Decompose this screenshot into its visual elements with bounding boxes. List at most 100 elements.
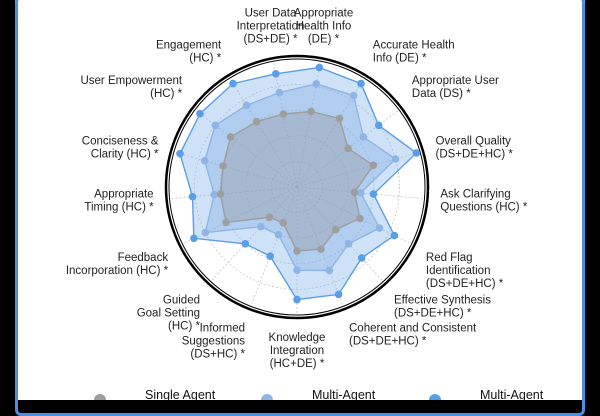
axis-label-line: (DS+DE+HC) * [426,278,504,290]
series-1-point [265,213,274,222]
axis-label-line: Health Info [296,21,352,33]
series-3-point [334,290,343,299]
series-1-point [252,117,261,126]
axis-label-line: Red Flag [426,252,473,264]
grid-spoke [296,61,321,188]
series-1-point [350,188,359,197]
axis-label-line: Conciseness & [82,136,159,148]
axis-label: Engagement (HC) * [156,40,222,65]
grid-spoke [182,186,298,245]
axis-label-line: (DS+DE+HC) * [349,335,427,347]
axis-label-line: Feedback [118,252,169,264]
axis-label: Red Flag Identification (DS+DE+HC) * [426,252,504,290]
axis-label-line: Appropriate [294,8,353,20]
grid-ring-4 [194,84,400,290]
axis-label: Feedback Incorporation (HC) * [66,252,169,277]
series-3-point [272,70,280,78]
axis-label-line: Informed [200,322,245,334]
series-3-point [357,254,366,262]
axis-label-line: User Empowerment [80,75,182,87]
series-3-point [229,79,237,88]
axis-label-line: Interpretation [237,21,305,33]
axis-label: Ask Clarifying Questions (HC) * [440,188,527,213]
axis-label: Coherent and Consistent (DS+DE+HC) * [349,322,477,347]
legend-marker-1 [94,394,106,400]
axis-label: User Empowerment (HC) * [80,75,182,100]
series-3-point [412,149,421,157]
axis-label-line: Overall Quality [436,136,512,148]
axis-label-line: Engagement [156,40,222,52]
series-3-point [190,234,198,243]
axis-label: Overall Quality (DS+DE+HC) * [436,136,514,161]
series-2-point [312,80,321,88]
axis-label: Informed Suggestions (DS+HC) * [182,322,246,360]
axis-label-line: Knowledge [269,332,326,344]
axis-label-line: (HC) * [189,53,221,65]
series-3-point [357,79,365,88]
axis-label-line: Suggestions [182,335,246,347]
axis-label-line: (DS+HC) * [190,348,245,360]
axis-label-line: (HC+DE) * [270,358,325,370]
series-3-point [369,190,378,198]
grid-spoke [194,109,298,188]
legend-label-3: Multi-Agent [480,388,544,400]
series-2-point [257,222,265,231]
legend-label-1: Single Agent [145,388,216,400]
axis-label-line: (DS+DE+HC) * [436,149,514,161]
series-3-point [188,192,197,201]
series-1-point [222,218,230,227]
axis-label-line: Coherent and Consistent [349,322,477,334]
series-2-point [210,190,218,199]
series-3-point [176,149,184,158]
grid-ring-1 [271,161,323,213]
axis-label-line: Timing (HC) * [84,201,154,213]
axis-label-line: (HC) * [168,320,200,332]
axis-label-line: Info (DE) * [373,53,427,65]
legend-label-2: Multi-Agent [312,388,376,400]
axis-label-line: Appropriate User [412,75,499,87]
series-2-point [275,88,284,97]
axis-label: Appropriate Health Info (DE) * [294,8,353,46]
series-3-point [293,295,301,304]
grid-spoke [250,186,298,307]
series-2-point [201,228,210,237]
axis-label-line: Identification [426,265,491,277]
axis-label-line: Effective Synthesis [394,294,491,306]
series-3-point [390,231,399,240]
axis-label-line: Accurate Health [373,40,455,52]
axis-label: Conciseness & Clarity (HC) * [82,136,159,161]
grid-spoke [296,186,412,245]
grid-spoke [169,186,298,200]
series-2-point [375,224,384,232]
series-3-point [196,109,204,118]
radar-chart: Appropriate Health Info (DE) * Accurate Hea… [66,8,544,400]
chart-card: Appropriate Health Info (DE) * Accurate Hea… [15,0,585,400]
axis-label-line: User Data [245,8,297,20]
series-2-point [391,155,400,163]
series-2-point [242,101,251,110]
outer-frame [164,54,430,320]
legend-marker-3 [429,394,441,400]
series-2-point [349,91,358,100]
axis-label-line: Incorporation (HC) * [66,265,169,277]
grid-ring-2 [245,135,349,239]
grid-spoke [296,151,421,188]
series-1-point [216,190,225,198]
axis-label: Knowledge Integration (HC+DE) * [269,332,326,370]
series-1-point [226,133,235,141]
series-2-point [325,266,334,275]
series-2-point [211,121,220,130]
series-1-point [317,245,325,253]
series-1-point [279,110,288,118]
axis-label-line: (DS+DE) * [244,34,299,46]
axis-label-line: Guided [163,294,200,306]
legend-marker-2 [261,394,273,400]
grid-spoke [273,61,298,188]
axis-label: Appropriate User Data (DS) * [412,75,499,100]
series-3-point [266,252,274,260]
axis-label: User Data Interpretation (DS+DE) * [237,8,305,46]
series-1-point [279,219,287,227]
inner-frame [168,58,426,316]
axis-label-line: (DS+DE+HC) * [394,307,472,319]
axis-label-line: Data (DS) * [412,88,471,100]
